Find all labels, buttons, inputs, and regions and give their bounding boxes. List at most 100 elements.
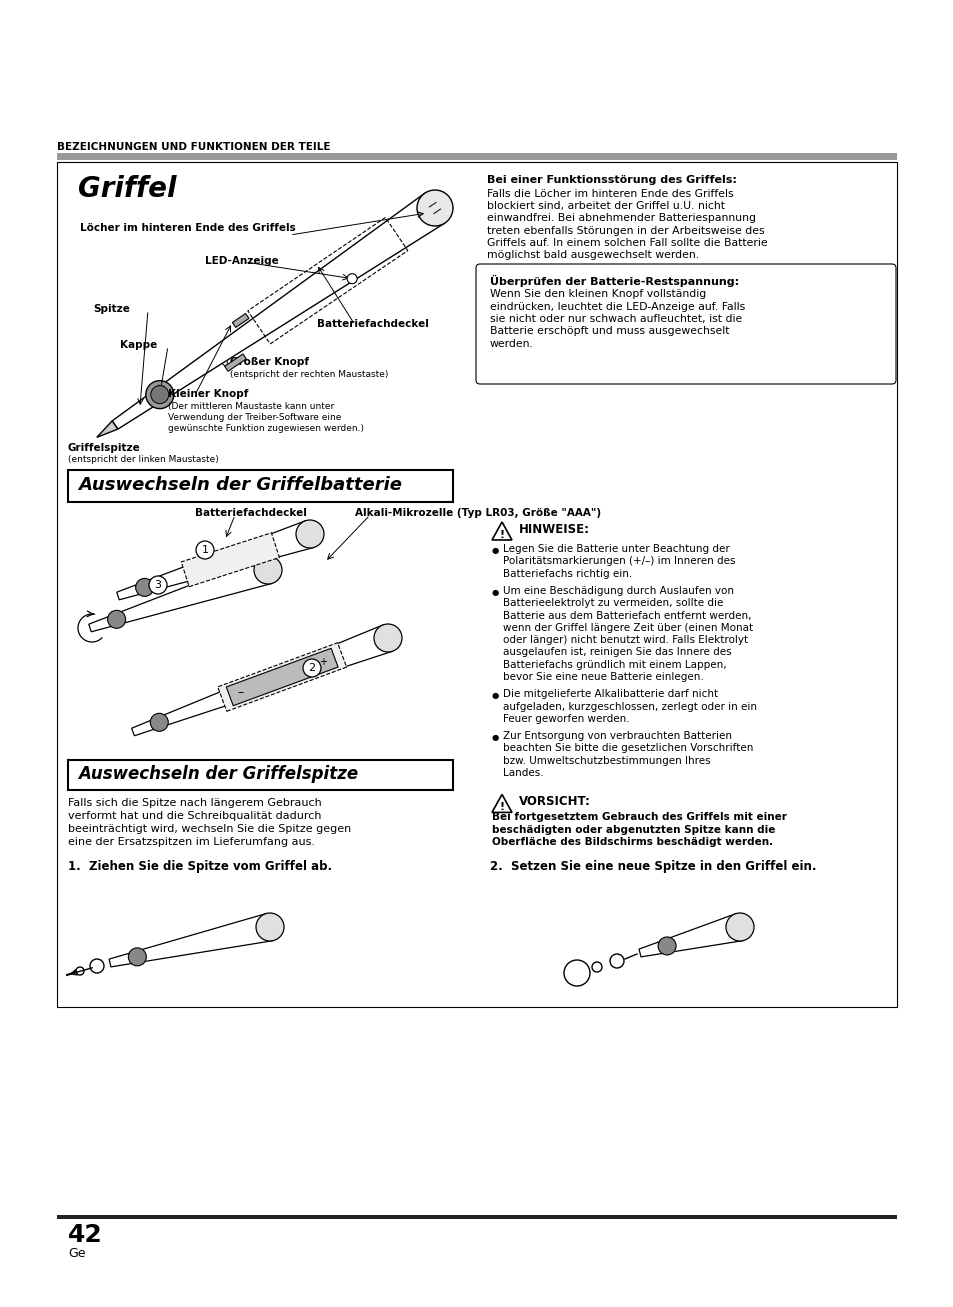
Text: Um eine Beschädigung durch Auslaufen von: Um eine Beschädigung durch Auslaufen von: [502, 586, 733, 596]
Text: Oberfläche des Bildschirms beschädigt werden.: Oberfläche des Bildschirms beschädigt we…: [492, 838, 772, 847]
Text: 2.  Setzen Sie eine neue Spitze in den Griffel ein.: 2. Setzen Sie eine neue Spitze in den Gr…: [490, 860, 816, 873]
Circle shape: [563, 961, 589, 985]
Text: Großer Knopf: Großer Knopf: [230, 357, 309, 367]
Circle shape: [592, 962, 601, 972]
Text: VORSICHT:: VORSICHT:: [518, 796, 590, 809]
Text: Ge: Ge: [68, 1247, 86, 1260]
Text: Verwendung der Treiber-Software eine: Verwendung der Treiber-Software eine: [168, 413, 341, 422]
Text: Batteriefachs gründlich mit einem Lappen,: Batteriefachs gründlich mit einem Lappen…: [502, 660, 726, 669]
Circle shape: [76, 967, 84, 975]
Circle shape: [609, 954, 623, 968]
Text: Landes.: Landes.: [502, 769, 543, 778]
Circle shape: [253, 555, 282, 584]
Text: ●: ●: [492, 691, 498, 701]
Circle shape: [255, 914, 284, 941]
Text: Polaritätsmarkierungen (+/–) im Inneren des: Polaritätsmarkierungen (+/–) im Inneren …: [502, 557, 735, 566]
Text: Falls sich die Spitze nach längerem Gebrauch: Falls sich die Spitze nach längerem Gebr…: [68, 799, 321, 808]
Circle shape: [416, 190, 453, 226]
Text: wenn der Griffel längere Zeit über (einen Monat: wenn der Griffel längere Zeit über (eine…: [502, 623, 752, 633]
Circle shape: [135, 579, 153, 596]
Text: Batteriefachs richtig ein.: Batteriefachs richtig ein.: [502, 569, 632, 579]
Text: Feuer geworfen werden.: Feuer geworfen werden.: [502, 714, 629, 724]
Text: Griffelspitze: Griffelspitze: [68, 443, 141, 454]
Text: BEZEICHNUNGEN UND FUNKTIONEN DER TEILE: BEZEICHNUNGEN UND FUNKTIONEN DER TEILE: [57, 142, 330, 152]
Circle shape: [129, 948, 146, 966]
Text: Falls die Löcher im hinteren Ende des Griffels: Falls die Löcher im hinteren Ende des Gr…: [486, 190, 733, 199]
Text: bevor Sie eine neue Batterie einlegen.: bevor Sie eine neue Batterie einlegen.: [502, 672, 703, 682]
Text: Löcher im hinteren Ende des Griffels: Löcher im hinteren Ende des Griffels: [80, 223, 295, 233]
Text: Auswechseln der Griffelbatterie: Auswechseln der Griffelbatterie: [78, 476, 401, 494]
Text: Batterie aus dem Batteriefach entfernt werden,: Batterie aus dem Batteriefach entfernt w…: [502, 610, 751, 621]
FancyBboxPatch shape: [476, 264, 895, 384]
Text: treten ebenfalls Störungen in der Arbeitsweise des: treten ebenfalls Störungen in der Arbeit…: [486, 226, 763, 235]
Text: (entspricht der linken Maustaste): (entspricht der linken Maustaste): [68, 455, 218, 464]
Text: Kappe: Kappe: [120, 340, 157, 350]
FancyBboxPatch shape: [57, 162, 896, 1006]
Text: (Der mittleren Maustaste kann unter: (Der mittleren Maustaste kann unter: [168, 403, 334, 410]
Polygon shape: [226, 648, 337, 706]
Text: Überprüfen der Batterie-Restspannung:: Überprüfen der Batterie-Restspannung:: [490, 274, 739, 288]
Circle shape: [195, 541, 213, 559]
Polygon shape: [492, 521, 512, 540]
Text: Wenn Sie den kleinen Knopf vollständig: Wenn Sie den kleinen Knopf vollständig: [490, 289, 705, 299]
Text: +: +: [319, 657, 327, 667]
Circle shape: [151, 714, 168, 732]
Text: beeinträchtigt wird, wechseln Sie die Spitze gegen: beeinträchtigt wird, wechseln Sie die Sp…: [68, 823, 351, 834]
Text: Batterieelektrolyt zu vermeiden, sollte die: Batterieelektrolyt zu vermeiden, sollte …: [502, 599, 722, 608]
Text: –: –: [237, 686, 244, 699]
Text: 2: 2: [308, 663, 315, 673]
Text: Batteriefachdeckel: Batteriefachdeckel: [194, 508, 307, 518]
Text: Die mitgelieferte Alkalibatterie darf nicht: Die mitgelieferte Alkalibatterie darf ni…: [502, 689, 718, 699]
Circle shape: [658, 937, 676, 955]
Text: eine der Ersatzspitzen im Lieferumfang aus.: eine der Ersatzspitzen im Lieferumfang a…: [68, 836, 314, 847]
Circle shape: [374, 623, 401, 652]
Text: 3: 3: [154, 580, 161, 589]
Polygon shape: [96, 421, 117, 438]
Text: Spitze: Spitze: [92, 305, 130, 314]
Polygon shape: [181, 533, 279, 587]
Text: möglichst bald ausgewechselt werden.: möglichst bald ausgewechselt werden.: [486, 250, 699, 260]
Text: Griffel: Griffel: [78, 175, 176, 203]
Bar: [57, 1216, 896, 1219]
Text: blockiert sind, arbeitet der Griffel u.U. nicht: blockiert sind, arbeitet der Griffel u.U…: [486, 201, 724, 212]
Text: ●: ●: [492, 546, 498, 555]
Circle shape: [149, 576, 167, 593]
Polygon shape: [639, 914, 742, 957]
Text: werden.: werden.: [490, 339, 534, 349]
Text: HINWEISE:: HINWEISE:: [518, 523, 589, 536]
Text: Alkali-Mikrozelle (Typ LR03, Größe "AAA"): Alkali-Mikrozelle (Typ LR03, Größe "AAA"…: [355, 508, 600, 518]
Polygon shape: [109, 914, 273, 967]
Polygon shape: [132, 625, 393, 736]
Polygon shape: [492, 795, 512, 813]
Text: LED-Anzeige: LED-Anzeige: [205, 256, 278, 267]
Circle shape: [725, 914, 753, 941]
Text: gewünschte Funktion zugewiesen werden.): gewünschte Funktion zugewiesen werden.): [168, 423, 364, 433]
Polygon shape: [233, 314, 249, 328]
Circle shape: [108, 610, 126, 629]
Text: Bei einer Funktionsstörung des Griffels:: Bei einer Funktionsstörung des Griffels:: [486, 175, 736, 186]
Text: bzw. Umweltschutzbestimmungen Ihres: bzw. Umweltschutzbestimmungen Ihres: [502, 755, 710, 766]
Polygon shape: [225, 354, 246, 371]
Text: 1: 1: [201, 545, 209, 555]
Text: aufgeladen, kurzgeschlossen, zerlegt oder in ein: aufgeladen, kurzgeschlossen, zerlegt ode…: [502, 702, 757, 711]
Polygon shape: [116, 520, 314, 600]
Text: ●: ●: [492, 588, 498, 597]
Text: verformt hat und die Schreibqualität dadurch: verformt hat und die Schreibqualität dad…: [68, 812, 321, 821]
Text: sie nicht oder nur schwach aufleuchtet, ist die: sie nicht oder nur schwach aufleuchtet, …: [490, 314, 741, 324]
FancyBboxPatch shape: [68, 471, 453, 502]
Text: oder länger) nicht benutzt wird. Falls Elektrolyt: oder länger) nicht benutzt wird. Falls E…: [502, 635, 747, 646]
Circle shape: [303, 659, 320, 677]
Text: Zur Entsorgung von verbrauchten Batterien: Zur Entsorgung von verbrauchten Batterie…: [502, 731, 731, 741]
Text: Batteriefachdeckel: Batteriefachdeckel: [316, 319, 429, 329]
Text: Auswechseln der Griffelspitze: Auswechseln der Griffelspitze: [78, 765, 357, 783]
Text: beschädigten oder abgenutzten Spitze kann die: beschädigten oder abgenutzten Spitze kan…: [492, 825, 775, 835]
Circle shape: [151, 386, 169, 404]
Text: 42: 42: [68, 1223, 103, 1247]
Circle shape: [295, 520, 324, 548]
Text: einwandfrei. Bei abnehmender Batteriespannung: einwandfrei. Bei abnehmender Batteriespa…: [486, 213, 755, 223]
Text: Griffels auf. In einem solchen Fall sollte die Batterie: Griffels auf. In einem solchen Fall soll…: [486, 238, 767, 248]
Text: eindrücken, leuchtet die LED-Anzeige auf. Falls: eindrücken, leuchtet die LED-Anzeige auf…: [490, 302, 744, 311]
Text: Kleiner Knopf: Kleiner Knopf: [168, 389, 248, 399]
Text: !: !: [499, 531, 504, 540]
Text: Batterie erschöpft und muss ausgewechselt: Batterie erschöpft und muss ausgewechsel…: [490, 327, 729, 336]
